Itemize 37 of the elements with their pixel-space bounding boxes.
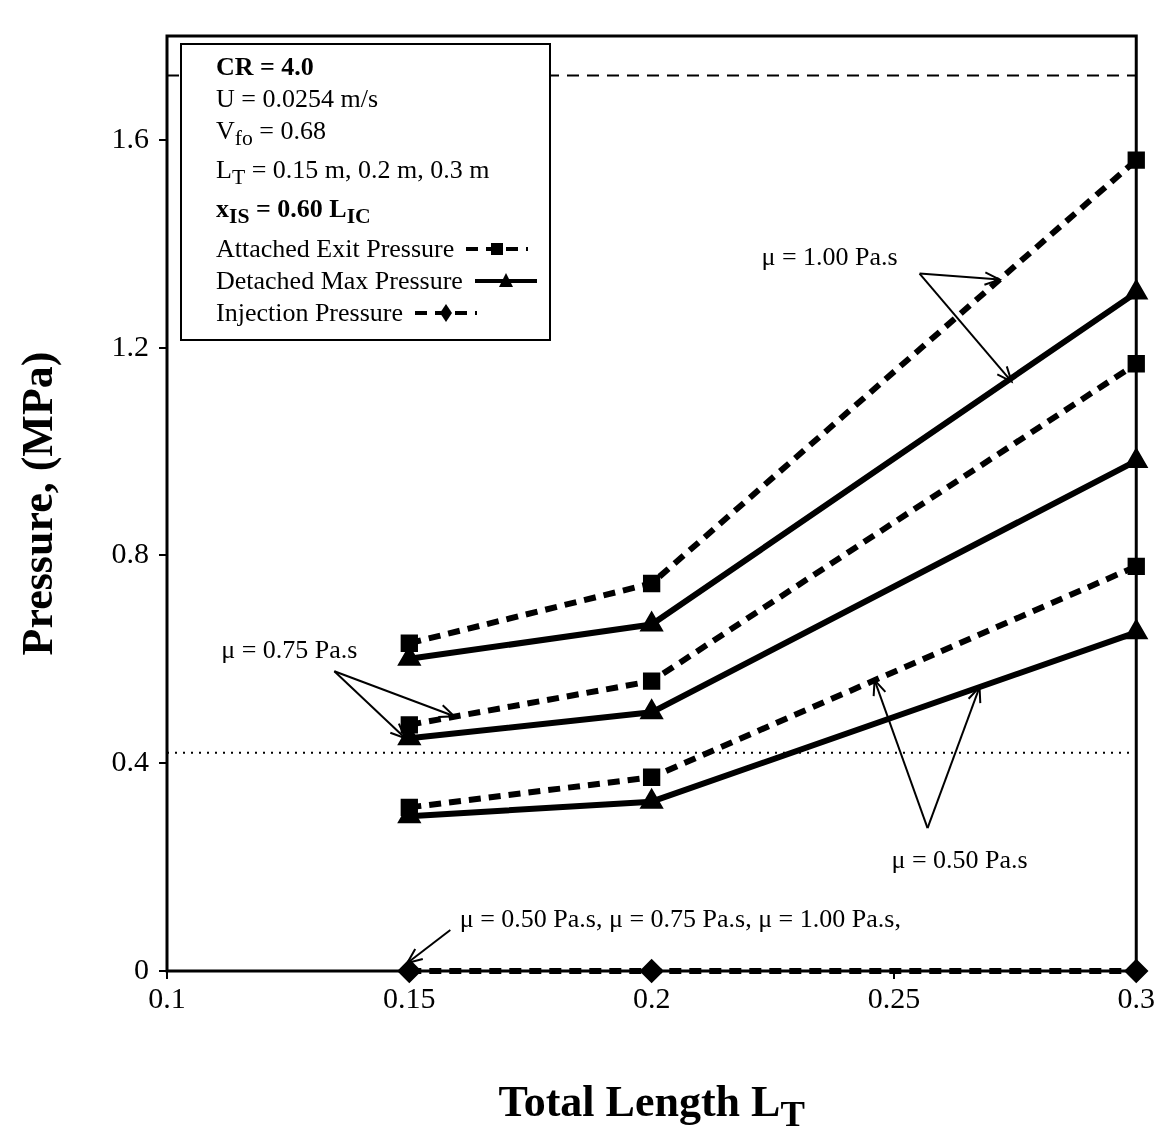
x-axis-title: Total Length L$_{T}$ <box>497 1076 806 1135</box>
annotation: CR = 4.0 <box>216 51 315 83</box>
point <box>1127 151 1145 169</box>
point <box>398 960 421 982</box>
x-tick-label: 0.3 <box>1117 980 1155 1014</box>
y-tick-label: 1.2 <box>111 328 149 362</box>
annotation: L$_{T}$ = 0.15 m, 0.2 m, 0.3 m <box>216 154 491 192</box>
annotation: U = 0.0254 m/s <box>216 83 379 115</box>
point <box>1125 960 1148 982</box>
x-tick-label: 0.2 <box>632 980 671 1014</box>
point <box>642 768 661 786</box>
point <box>400 716 418 734</box>
annotation: μ = 0.75 Pa.s <box>221 635 358 665</box>
y-tick-label: 0.4 <box>111 744 149 778</box>
point <box>400 634 418 652</box>
point <box>640 960 663 982</box>
y-tick-label: 1.6 <box>111 120 149 154</box>
point <box>1124 620 1149 640</box>
y-tick-label: 0.8 <box>111 536 149 570</box>
annotation: V$_{fo}$ = 0.68 <box>216 115 327 153</box>
point <box>400 798 418 817</box>
legend-label: Attached Exit Pressure <box>216 232 455 265</box>
x-tick-label: 0.1 <box>148 980 186 1014</box>
y-axis-title: Pressure, (MPa) <box>12 351 64 656</box>
point <box>642 574 661 593</box>
point <box>1127 355 1145 373</box>
x-tick-label: 0.25 <box>867 980 921 1014</box>
point <box>1127 557 1145 576</box>
legend-label: Detached Max Pressure <box>216 264 463 297</box>
legend-label: Injection Pressure <box>216 296 404 329</box>
annotation: x$_{IS}$ = 0.60 L$_{IC}$ <box>216 193 372 231</box>
annotation: μ = 0.50 Pa.s <box>891 844 1028 874</box>
y-tick-label: 0 <box>134 951 149 985</box>
point <box>642 672 661 690</box>
annotation: μ = 1.00 Pa.s <box>761 242 898 272</box>
x-tick-label: 0.15 <box>383 980 436 1014</box>
annotation: μ = 0.50 Pa.s, μ = 0.75 Pa.s, μ = 1.00 Pa.s, <box>459 903 901 933</box>
